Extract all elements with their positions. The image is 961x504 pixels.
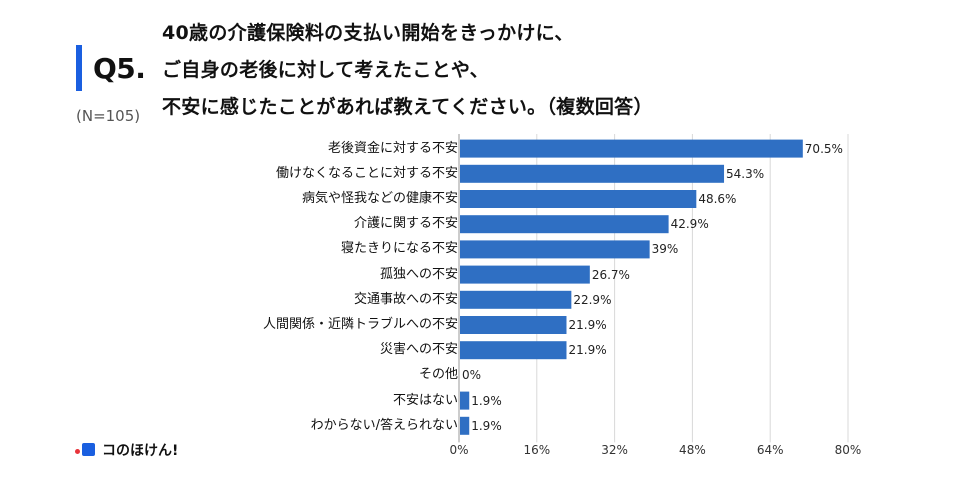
bar [460, 391, 470, 410]
bar [460, 416, 470, 435]
logo-square [82, 443, 95, 456]
question-title-line-3: 不安に感じたことがあれば教えてください。（複数回答） [162, 96, 653, 118]
x-tick-label: 80% [834, 443, 862, 457]
bar [460, 316, 567, 334]
bar [460, 290, 572, 309]
category-label: 人間関係・近隣トラブルへの不安 [262, 317, 458, 332]
x-tick-label: 48% [679, 443, 706, 457]
category-label: 病気や怪我などの健康不安 [301, 191, 458, 206]
value-label: 21.9% [568, 343, 607, 358]
bar [460, 190, 697, 208]
x-tick-label: 32% [601, 443, 628, 457]
logo: コのほけん! [74, 440, 178, 460]
konohoken-logo-icon [74, 440, 98, 460]
value-label: 1.9% [471, 418, 502, 433]
bar [460, 265, 590, 284]
x-tick-label: 16% [523, 443, 551, 457]
value-label: 54.3% [726, 166, 765, 181]
value-label: 0% [462, 368, 482, 383]
value-label: 1.9% [471, 393, 502, 408]
x-tick-label: 64% [756, 443, 784, 457]
bar [460, 164, 725, 183]
category-label: その他 [418, 367, 458, 383]
value-label: 21.9% [568, 318, 607, 332]
bar [460, 215, 669, 234]
logo-dot [75, 449, 80, 454]
bar [460, 139, 803, 158]
question-number: Q5. [93, 52, 146, 85]
question-title-line-1: 40歳の介護保険料の支払い開始をきっかけに、 [162, 22, 574, 44]
value-label: 48.6% [698, 192, 737, 206]
value-label: 42.9% [670, 217, 709, 232]
category-label: 老後資金に対する不安 [327, 140, 458, 156]
category-label: わからない/答えられない [310, 417, 458, 433]
question-title-line-2: ご自身の老後に対して考えたことや、 [162, 59, 489, 81]
category-label: 災害への不安 [379, 342, 458, 358]
category-label: 孤独への不安 [379, 266, 458, 282]
x-tick-label: 0% [449, 443, 469, 457]
value-label: 39% [651, 242, 679, 257]
bar [460, 240, 650, 259]
value-label: 26.7% [591, 267, 630, 282]
bar [460, 341, 567, 360]
logo-text: コのほけん! [102, 443, 179, 459]
sample-size: (N=105) [76, 107, 141, 125]
category-label: 働けなくなることに対する不安 [275, 165, 458, 181]
category-label: 交通事故への不安 [353, 291, 458, 307]
value-label: 70.5% [804, 141, 843, 156]
category-label: 介護に関する不安 [353, 216, 458, 232]
value-label: 22.9% [573, 292, 612, 307]
accent-bar [76, 45, 82, 91]
category-label: 寝たきりになる不安 [340, 241, 458, 257]
category-label: 不安はない [392, 392, 458, 408]
